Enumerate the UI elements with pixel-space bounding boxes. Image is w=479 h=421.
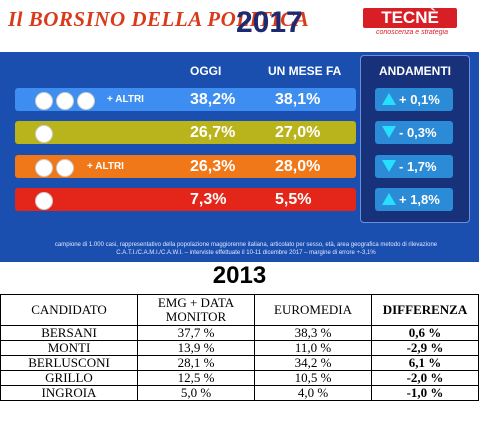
trend-box: + 0,1% xyxy=(375,88,453,111)
trend-value: + 0,1% xyxy=(399,92,440,107)
trend-value: + 1,8% xyxy=(399,192,440,207)
trend-value: - 1,7% xyxy=(399,159,437,174)
value-mese: 38,1% xyxy=(275,91,321,108)
party-symbols xyxy=(35,92,95,110)
party-symbols xyxy=(35,125,53,143)
col-header-oggi: OGGI xyxy=(190,64,222,78)
value-mese: 5,5% xyxy=(275,191,312,208)
cell-euromedia: 11,0 % xyxy=(254,340,372,356)
arrow-up-icon xyxy=(382,93,396,105)
arrow-down-icon xyxy=(382,160,396,172)
panel-header: Il BORSINO DELLA POLITICA 2017 TECNÈ con… xyxy=(0,0,479,52)
cell-emg: 12,5 % xyxy=(137,370,255,386)
poll-row: 26,7% 27,0% xyxy=(15,121,356,144)
th-emg: EMG + DATA MONITOR xyxy=(137,294,255,326)
value-oggi: 26,7% xyxy=(190,124,236,141)
poll-row: + ALTRI 38,2% 38,1% xyxy=(15,88,356,111)
party-logo-icon xyxy=(35,125,53,143)
table-row: INGROIA 5,0 % 4,0 % -1,0 % xyxy=(0,385,479,401)
table-row: BERLUSCONI 28,1 % 34,2 % 6,1 % xyxy=(0,355,479,371)
footnote: campione di 1.000 casi, rappresentativo … xyxy=(54,242,438,256)
party-symbols xyxy=(35,192,53,210)
th-differenza: DIFFERENZA xyxy=(371,294,479,326)
value-mese: 28,0% xyxy=(275,158,321,175)
poll-row: 7,3% 5,5% xyxy=(15,188,356,211)
party-logo-icon xyxy=(56,92,74,110)
cell-euromedia: 10,5 % xyxy=(254,370,372,386)
cell-euromedia: 34,2 % xyxy=(254,355,372,371)
cell-candidato: BERSANI xyxy=(0,325,138,341)
table-row: BERSANI 37,7 % 38,3 % 0,6 % xyxy=(0,325,479,341)
cell-differenza: -2,9 % xyxy=(371,340,479,356)
altri-label: + ALTRI xyxy=(87,161,124,172)
table-header-row: CANDIDATO EMG + DATA MONITOR EUROMEDIA D… xyxy=(0,294,479,326)
cell-candidato: INGROIA xyxy=(0,385,138,401)
cell-emg: 13,9 % xyxy=(137,340,255,356)
th-candidato: CANDIDATO xyxy=(0,294,138,326)
cell-euromedia: 38,3 % xyxy=(254,325,372,341)
cell-candidato: MONTI xyxy=(0,340,138,356)
table-2013: CANDIDATO EMG + DATA MONITOR EUROMEDIA D… xyxy=(0,294,479,401)
table-row: MONTI 13,9 % 11,0 % -2,9 % xyxy=(0,340,479,356)
value-oggi: 38,2% xyxy=(190,91,236,108)
cell-differenza: 6,1 % xyxy=(371,355,479,371)
party-logo-icon xyxy=(35,92,53,110)
value-oggi: 7,3% xyxy=(190,191,227,208)
poll-row: + ALTRI 26,3% 28,0% xyxy=(15,155,356,178)
cell-differenza: -1,0 % xyxy=(371,385,479,401)
table-row: GRILLO 12,5 % 10,5 % -2,0 % xyxy=(0,370,479,386)
party-logo-icon xyxy=(56,159,74,177)
party-symbols xyxy=(35,159,74,177)
altri-label: + ALTRI xyxy=(107,94,144,105)
cell-emg: 37,7 % xyxy=(137,325,255,341)
tecne-logo-subtitle: conoscenza e strategia xyxy=(376,29,448,36)
party-logo-icon xyxy=(35,159,53,177)
trend-value: - 0,3% xyxy=(399,125,437,140)
trend-box: - 1,7% xyxy=(375,155,453,178)
party-logo-icon xyxy=(77,92,95,110)
cell-euromedia: 4,0 % xyxy=(254,385,372,401)
cell-differenza: -2,0 % xyxy=(371,370,479,386)
col-header-mese: UN MESE FA xyxy=(268,64,342,78)
panel-title: Il BORSINO DELLA POLITICA xyxy=(8,7,310,31)
cell-emg: 28,1 % xyxy=(137,355,255,371)
trend-box: + 1,8% xyxy=(375,188,453,211)
cell-candidato: BERLUSCONI xyxy=(0,355,138,371)
tecne-logo: TECNÈ xyxy=(363,8,457,28)
trend-box: - 0,3% xyxy=(375,121,453,144)
poll-panel: Il BORSINO DELLA POLITICA 2017 TECNÈ con… xyxy=(0,0,479,262)
value-oggi: 26,3% xyxy=(190,158,236,175)
party-logo-icon xyxy=(35,192,53,210)
cell-emg: 5,0 % xyxy=(137,385,255,401)
arrow-down-icon xyxy=(382,126,396,138)
year-2013: 2013 xyxy=(212,262,267,289)
arrow-up-icon xyxy=(382,193,396,205)
cell-candidato: GRILLO xyxy=(0,370,138,386)
cell-differenza: 0,6 % xyxy=(371,325,479,341)
col-header-andamenti: ANDAMENTI xyxy=(379,64,451,78)
value-mese: 27,0% xyxy=(275,124,321,141)
year-2017: 2017 xyxy=(236,6,303,39)
th-euromedia: EUROMEDIA xyxy=(254,294,372,326)
